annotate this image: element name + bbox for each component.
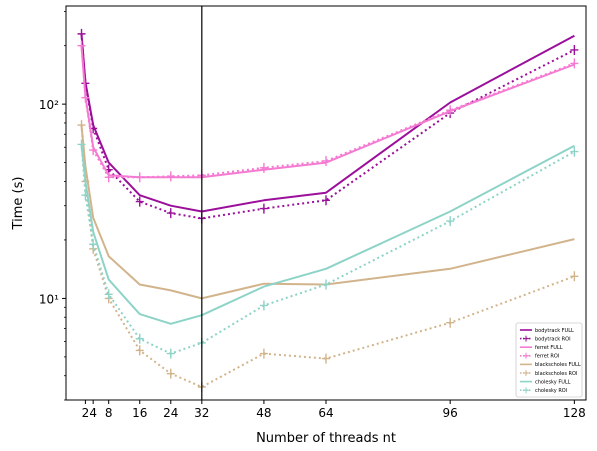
series-marker (89, 239, 98, 250)
legend-label: cholesky FULL (535, 379, 571, 385)
series-layer (77, 28, 579, 392)
series-marker (570, 44, 579, 55)
series-marker (81, 92, 90, 103)
series-marker (446, 317, 455, 328)
series-line-2 (80, 45, 575, 179)
x-tick-label: 16 (132, 406, 147, 420)
series-marker (166, 208, 175, 219)
series-marker (104, 289, 113, 300)
legend-marker (523, 335, 529, 342)
series-marker (570, 271, 579, 282)
series-line-0 (80, 33, 575, 213)
y-tick-label: 10² (39, 98, 59, 112)
y-tick-label: 10¹ (39, 292, 59, 306)
series-marker (446, 105, 455, 116)
series-marker (77, 139, 86, 150)
series-line-7 (80, 144, 575, 355)
series-marker (166, 171, 175, 182)
series-marker (77, 120, 86, 131)
legend-label: ferret FULL (535, 345, 563, 351)
series-marker (89, 145, 98, 156)
x-tick-label: 96 (443, 406, 458, 420)
series-line-3 (80, 45, 575, 179)
legend-marker (523, 352, 529, 359)
legend-label: bodytrack ROI (535, 336, 571, 342)
series-marker (77, 28, 86, 39)
series-marker (322, 155, 330, 166)
y-axis-label: Time (s) (11, 177, 26, 231)
series-marker (81, 190, 90, 201)
legend-label: blackscholes ROI (535, 371, 577, 377)
legend-label: ferret ROI (535, 354, 559, 360)
series-marker (166, 368, 175, 379)
x-tick-label: 24 (163, 406, 178, 420)
legend-marker (523, 370, 529, 376)
legend-label: cholesky ROI (535, 388, 567, 394)
series-marker (166, 348, 175, 359)
legend: bodytrack FULL bodytrack ROI ferret FULL fe… (515, 322, 583, 398)
x-axis-label: Number of threads nt (256, 431, 396, 446)
x-tick-label: 64 (318, 406, 333, 420)
series-marker (322, 279, 330, 290)
series-marker (135, 172, 144, 183)
series-marker (322, 195, 330, 206)
series-line-1 (80, 33, 575, 220)
x-tick-label: 128 (563, 406, 586, 420)
legend-label: bodytrack FULL (535, 328, 574, 334)
series-line-6 (80, 144, 575, 325)
series-marker (135, 196, 144, 207)
series-marker (77, 40, 86, 51)
series-marker (259, 162, 268, 173)
x-tick-label: 32 (194, 406, 209, 420)
x-tick-label: 4 (89, 406, 97, 420)
series-marker (135, 345, 144, 356)
series-marker (259, 203, 268, 214)
legend-box (515, 322, 583, 398)
series-line-4 (80, 125, 575, 300)
series-marker (104, 172, 113, 183)
legend-marker (523, 387, 529, 394)
x-tick-label: 8 (105, 406, 113, 420)
x-tick-label: 48 (256, 406, 271, 420)
series-marker (446, 216, 455, 227)
series-marker (322, 353, 330, 364)
series-marker (259, 300, 268, 311)
series-marker (570, 58, 579, 69)
x-tick-label: 2 (82, 406, 90, 420)
series-marker (259, 348, 268, 359)
series-marker (135, 333, 144, 344)
series-marker (570, 146, 579, 157)
legend-label: blackscholes FULL (535, 362, 581, 368)
